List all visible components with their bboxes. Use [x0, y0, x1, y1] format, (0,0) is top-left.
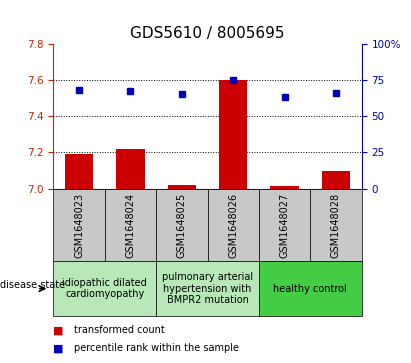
Text: pulmonary arterial
hypertension with
BMPR2 mutation: pulmonary arterial hypertension with BMP…	[162, 272, 253, 305]
Text: GSM1648023: GSM1648023	[74, 192, 84, 258]
Text: idiopathic dilated
cardiomyopathy: idiopathic dilated cardiomyopathy	[62, 278, 147, 299]
Bar	[322, 171, 350, 189]
Text: disease state: disease state	[0, 280, 65, 290]
Text: GSM1648024: GSM1648024	[125, 192, 136, 258]
Text: GSM1648025: GSM1648025	[177, 192, 187, 258]
Text: transformed count: transformed count	[74, 325, 165, 335]
Text: percentile rank within the sample: percentile rank within the sample	[74, 343, 239, 354]
Text: GSM1648028: GSM1648028	[331, 192, 341, 258]
Bar	[270, 186, 299, 189]
Text: GSM1648026: GSM1648026	[228, 192, 238, 258]
Text: ■: ■	[53, 325, 64, 335]
Bar	[219, 80, 247, 189]
Bar	[168, 185, 196, 189]
Bar	[116, 149, 145, 189]
Bar	[65, 154, 93, 189]
Title: GDS5610 / 8005695: GDS5610 / 8005695	[130, 26, 285, 41]
Text: GSM1648027: GSM1648027	[279, 192, 290, 258]
Text: ■: ■	[53, 343, 64, 354]
Text: healthy control: healthy control	[273, 284, 347, 294]
